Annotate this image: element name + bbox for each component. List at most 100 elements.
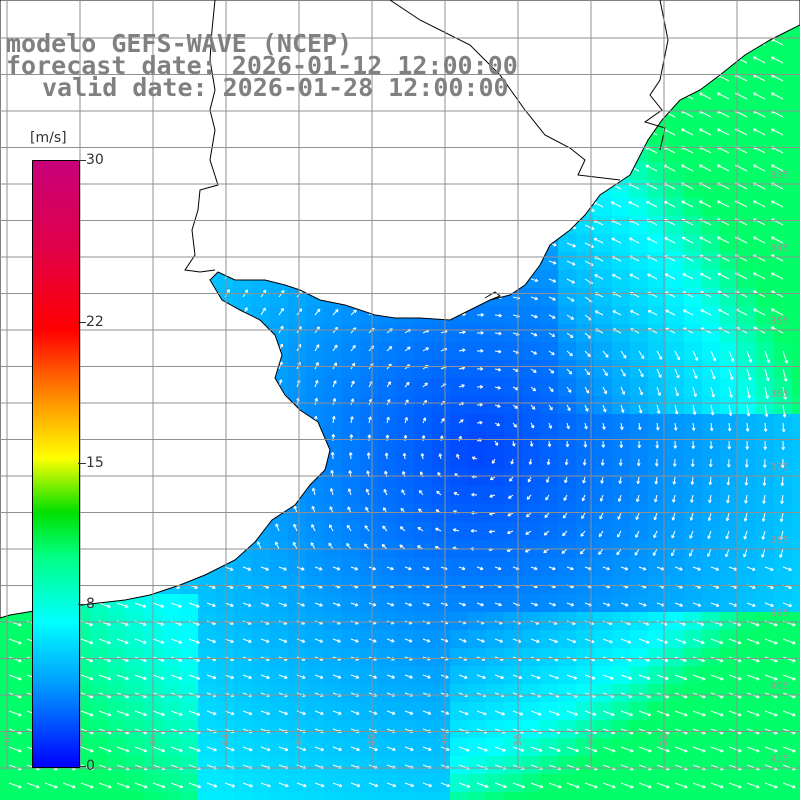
wind-cell: [792, 720, 800, 738]
wind-cell: [792, 738, 800, 756]
wind-cell: [432, 792, 450, 800]
wind-cell: [144, 792, 162, 800]
wind-cell: [792, 486, 800, 504]
wind-cell: [306, 792, 324, 800]
wind-cell: [792, 54, 800, 72]
wind-cell: [792, 108, 800, 126]
wind-cell: [594, 792, 612, 800]
wind-cell: [792, 288, 800, 306]
grid-label-right: 355: [770, 316, 789, 327]
wind-cell: [612, 792, 630, 800]
wind-cell: [756, 792, 774, 800]
wind-cell: [36, 792, 54, 800]
wind-cell: [792, 468, 800, 486]
grid-label-right: 385: [770, 535, 789, 546]
grid-label-right: 395: [770, 608, 789, 619]
wind-cell: [324, 792, 342, 800]
wind-cell: [792, 792, 800, 800]
wind-cell: [792, 756, 800, 774]
colorbar-tick-mark: [78, 766, 86, 767]
colorbar-tick-label: 8: [86, 596, 95, 613]
wind-cell: [468, 792, 486, 800]
wind-cell: [378, 792, 396, 800]
wind-cell: [450, 792, 468, 800]
colorbar-tick-label: 30: [86, 152, 104, 168]
colorbar-tick-label: 22: [86, 313, 104, 330]
wind-cell: [360, 792, 378, 800]
wind-cell: [720, 792, 738, 800]
wind-cell: [792, 72, 800, 90]
wind-cell: [774, 792, 792, 800]
colorbar-tick-label: 15: [86, 455, 104, 471]
wind-cell: [162, 792, 180, 800]
colorbar: [32, 160, 80, 768]
wind-cell: [792, 306, 800, 324]
grid-label-bottom: -34: [586, 734, 597, 750]
wind-cell: [666, 792, 684, 800]
colorbar-tick-mark: [78, 604, 86, 606]
grid-label-bottom: -36: [513, 734, 524, 750]
wind-cell: [792, 216, 800, 234]
colorbar-tick-label: 0: [86, 758, 95, 774]
wind-cell: [792, 630, 800, 648]
wind-cell: [540, 792, 558, 800]
wind-cell: [792, 594, 800, 612]
grid-label-bottom: -38: [440, 734, 451, 750]
wind-cell: [792, 126, 800, 144]
wind-cell: [792, 162, 800, 180]
wind-cell: [0, 792, 18, 800]
wind-cell: [792, 180, 800, 198]
grid-label-bottom: -32: [659, 734, 670, 750]
wind-cell: [414, 792, 432, 800]
grid-label-bottom: -44: [221, 734, 232, 750]
wind-cell: [576, 792, 594, 800]
wind-cell: [792, 234, 800, 252]
wind-cell: [792, 378, 800, 396]
wind-cell: [234, 792, 252, 800]
wind-cell: [648, 792, 666, 800]
wind-cell: [792, 684, 800, 702]
grid-label-right: 375: [770, 462, 789, 473]
grid-label-right: 335: [770, 170, 789, 181]
wind-cell: [792, 252, 800, 270]
wind-cell: [792, 90, 800, 108]
wind-cell: [270, 792, 288, 800]
wind-cell: [792, 198, 800, 216]
grid-label-bottom: -40: [367, 734, 378, 750]
wind-cell: [702, 792, 720, 800]
wind-cell: [342, 792, 360, 800]
wind-cell: [792, 414, 800, 432]
wind-cell: [792, 450, 800, 468]
wind-cell: [792, 522, 800, 540]
wind-cell: [72, 792, 90, 800]
wind-cell: [792, 144, 800, 162]
wind-cell: [792, 396, 800, 414]
wind-cell: [792, 432, 800, 450]
grid-label-right: 405: [770, 681, 789, 692]
colorbar-tick-mark: [78, 463, 86, 464]
wind-cell: [792, 702, 800, 720]
wind-cell: [18, 792, 36, 800]
wind-cell: [738, 792, 756, 800]
wind-cell: [792, 558, 800, 576]
wind-cell: [792, 666, 800, 684]
colorbar-tick-mark: [78, 321, 86, 323]
colorbar-tick-mark: [78, 160, 86, 161]
wind-cell: [396, 792, 414, 800]
wind-cell: [558, 792, 576, 800]
wind-cell: [792, 612, 800, 630]
wind-cell: [792, 360, 800, 378]
wind-cell: [792, 36, 800, 54]
wind-cell: [630, 792, 648, 800]
wind-cell: [180, 792, 198, 800]
colorbar-unit: [m/s]: [30, 130, 67, 146]
wind-cell: [522, 792, 540, 800]
wind-cell: [504, 792, 522, 800]
wind-cell: [792, 342, 800, 360]
grid-label-bottom: -46: [148, 734, 159, 750]
grid-label-right: 345: [770, 243, 789, 254]
wind-cell: [216, 792, 234, 800]
valid-date: valid date: 2026-01-28 12:00:00: [42, 73, 509, 102]
